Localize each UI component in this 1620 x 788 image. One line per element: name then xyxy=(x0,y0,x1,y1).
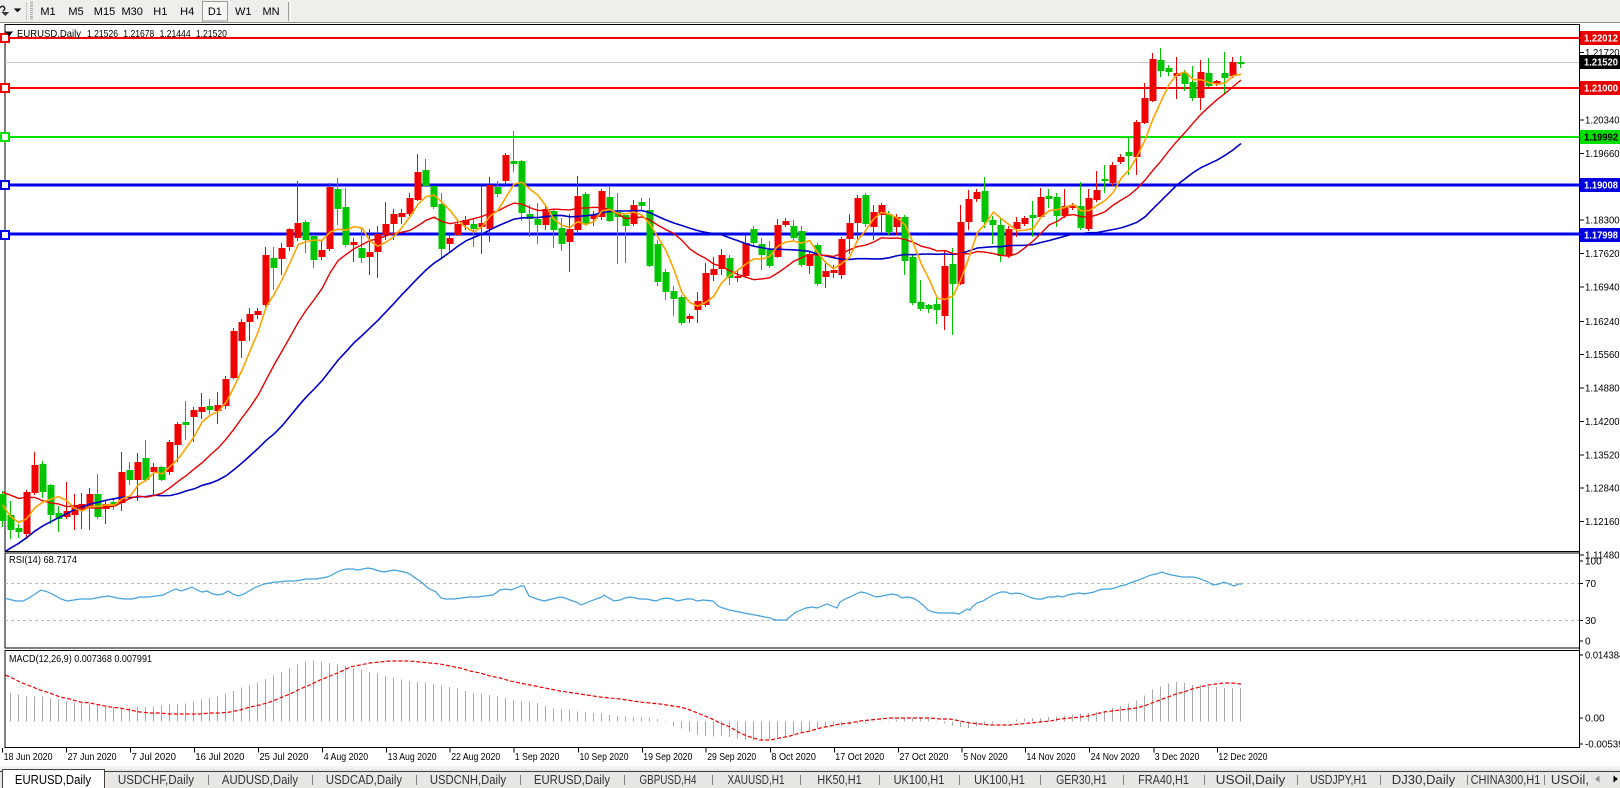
svg-text:RSI(14) 68.7174: RSI(14) 68.7174 xyxy=(9,554,77,566)
svg-text:1.19992: 1.19992 xyxy=(1584,133,1618,144)
svg-text:UK100,H1: UK100,H1 xyxy=(894,773,945,787)
svg-text:GBPUSD,H4: GBPUSD,H4 xyxy=(639,773,696,787)
svg-text:D1: D1 xyxy=(208,6,222,18)
svg-text:3 Dec 2020: 3 Dec 2020 xyxy=(1155,751,1200,763)
svg-text:0.014384: 0.014384 xyxy=(1585,651,1620,662)
svg-text:M1: M1 xyxy=(40,6,55,18)
svg-text:-0.005396: -0.005396 xyxy=(1585,740,1620,751)
svg-text:1.19008: 1.19008 xyxy=(1584,181,1618,192)
svg-text:1.12160: 1.12160 xyxy=(1585,517,1620,528)
svg-text:EURUSD,Daily: EURUSD,Daily xyxy=(15,773,92,787)
svg-text:CHINA300,H1: CHINA300,H1 xyxy=(1471,773,1541,787)
svg-text:1.21000: 1.21000 xyxy=(1584,84,1618,95)
svg-text:DJ30,Daily: DJ30,Daily xyxy=(1392,773,1456,787)
svg-text:18 Jun 2020: 18 Jun 2020 xyxy=(4,751,53,763)
svg-text:FRA40,H1: FRA40,H1 xyxy=(1138,773,1189,787)
svg-text:1.21444: 1.21444 xyxy=(160,28,191,40)
svg-text:1.21720: 1.21720 xyxy=(1585,48,1620,59)
svg-text:1.12840: 1.12840 xyxy=(1585,484,1620,495)
svg-text:AUDUSD,Daily: AUDUSD,Daily xyxy=(222,773,299,787)
svg-text:UK100,H1: UK100,H1 xyxy=(974,773,1025,787)
svg-text:29 Sep 2020: 29 Sep 2020 xyxy=(707,751,756,763)
svg-text:1.14880: 1.14880 xyxy=(1585,384,1620,395)
svg-text:GER30,H1: GER30,H1 xyxy=(1056,773,1107,787)
svg-text:30: 30 xyxy=(1585,616,1597,627)
svg-text:0.00: 0.00 xyxy=(1585,714,1605,725)
svg-text:16 Jul 2020: 16 Jul 2020 xyxy=(195,751,244,763)
svg-text:1.19660: 1.19660 xyxy=(1585,149,1620,160)
svg-text:USDCHF,Daily: USDCHF,Daily xyxy=(118,773,195,787)
svg-text:4 Aug 2020: 4 Aug 2020 xyxy=(324,751,369,763)
svg-text:USOil,Daily: USOil,Daily xyxy=(1216,773,1287,787)
svg-text:0: 0 xyxy=(1585,637,1591,648)
svg-text:H1: H1 xyxy=(153,6,167,18)
svg-text:W1: W1 xyxy=(235,6,252,18)
svg-text:27 Jun 2020: 27 Jun 2020 xyxy=(68,751,117,763)
svg-text:1.22012: 1.22012 xyxy=(1584,34,1618,45)
svg-text:M5: M5 xyxy=(68,6,83,18)
svg-text:1.17620: 1.17620 xyxy=(1585,249,1620,260)
svg-text:14 Nov 2020: 14 Nov 2020 xyxy=(1027,751,1076,763)
svg-text:1.21520: 1.21520 xyxy=(196,28,227,40)
svg-text:USDJPY,H1: USDJPY,H1 xyxy=(1310,773,1367,787)
svg-text:USDCNH,Daily: USDCNH,Daily xyxy=(430,773,507,787)
svg-text:1.20340: 1.20340 xyxy=(1585,116,1620,127)
svg-text:5 Nov 2020: 5 Nov 2020 xyxy=(963,751,1008,763)
svg-text:MN: MN xyxy=(262,6,279,18)
svg-text:1.15560: 1.15560 xyxy=(1585,350,1620,361)
svg-text:EURUSD,Daily: EURUSD,Daily xyxy=(17,28,82,40)
svg-text:22 Aug 2020: 22 Aug 2020 xyxy=(451,751,500,763)
svg-text:1.11480: 1.11480 xyxy=(1585,550,1620,561)
svg-text:70: 70 xyxy=(1585,579,1597,590)
svg-text:USOil,: USOil, xyxy=(1551,773,1589,787)
svg-text:1.13520: 1.13520 xyxy=(1585,450,1620,461)
svg-text:1.16240: 1.16240 xyxy=(1585,317,1620,328)
svg-text:1.16940: 1.16940 xyxy=(1585,282,1620,293)
svg-text:1.17998: 1.17998 xyxy=(1584,231,1618,242)
svg-text:27 Oct 2020: 27 Oct 2020 xyxy=(899,751,948,763)
svg-text:19 Sep 2020: 19 Sep 2020 xyxy=(643,751,692,763)
svg-text:M15: M15 xyxy=(94,6,115,18)
svg-text:12 Dec 2020: 12 Dec 2020 xyxy=(1218,751,1267,763)
svg-text:EURUSD,Daily: EURUSD,Daily xyxy=(534,773,611,787)
svg-text:MACD(12,26,9) 0.007368 0.00799: MACD(12,26,9) 0.007368 0.007991 xyxy=(9,654,152,665)
svg-text:17 Oct 2020: 17 Oct 2020 xyxy=(835,751,884,763)
svg-text:M30: M30 xyxy=(121,6,142,18)
svg-text:7 Jul 2020: 7 Jul 2020 xyxy=(132,751,177,763)
svg-text:HK50,H1: HK50,H1 xyxy=(817,773,861,787)
svg-text:H4: H4 xyxy=(180,6,194,18)
svg-text:8 Oct 2020: 8 Oct 2020 xyxy=(771,751,816,763)
svg-text:USDCAD,Daily: USDCAD,Daily xyxy=(326,773,403,787)
svg-text:1.21526: 1.21526 xyxy=(87,28,118,40)
svg-text:XAUUSD,H1: XAUUSD,H1 xyxy=(727,773,784,787)
svg-text:100: 100 xyxy=(1585,557,1602,568)
svg-text:24 Nov 2020: 24 Nov 2020 xyxy=(1091,751,1140,763)
svg-text:1.14200: 1.14200 xyxy=(1585,417,1620,428)
svg-text:1.21520: 1.21520 xyxy=(1584,58,1618,69)
svg-text:10 Sep 2020: 10 Sep 2020 xyxy=(580,751,629,763)
svg-text:25 Jul 2020: 25 Jul 2020 xyxy=(259,751,308,763)
svg-text:1.21678: 1.21678 xyxy=(123,28,154,40)
svg-text:1 Sep 2020: 1 Sep 2020 xyxy=(515,751,560,763)
svg-text:1.18300: 1.18300 xyxy=(1585,216,1620,227)
svg-text:13 Aug 2020: 13 Aug 2020 xyxy=(388,751,437,763)
